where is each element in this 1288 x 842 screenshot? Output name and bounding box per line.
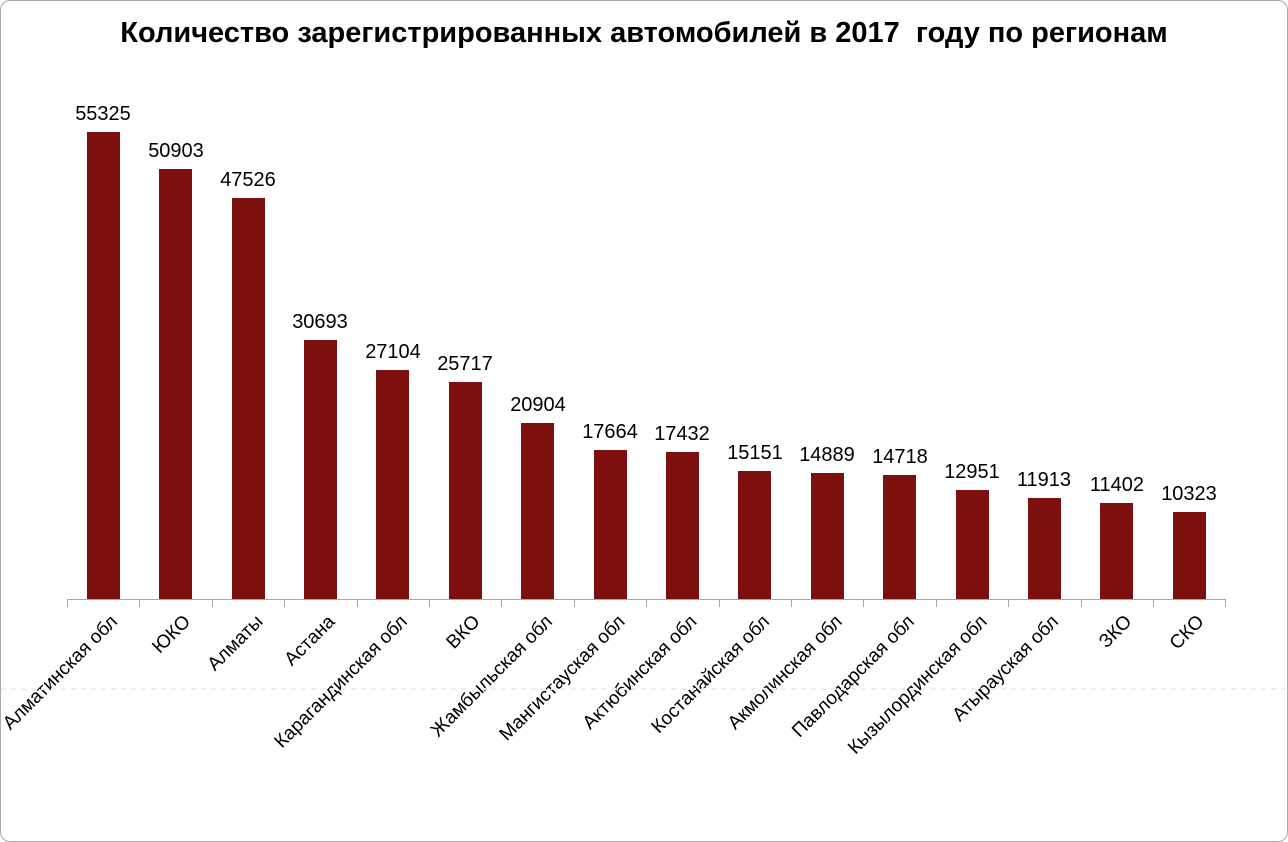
value-label-10: 15151 <box>727 442 783 464</box>
value-label-7: 20904 <box>510 394 566 416</box>
value-label-5: 27104 <box>365 341 421 363</box>
bar-8 <box>594 450 627 599</box>
category-label-6: ВКО <box>442 611 485 654</box>
bar-6 <box>449 382 482 599</box>
x-axis-tick <box>429 599 430 607</box>
x-axis-tick <box>357 599 358 607</box>
x-axis-tick <box>719 599 720 607</box>
value-label-2: 50903 <box>148 140 204 162</box>
value-label-9: 17432 <box>654 423 710 445</box>
category-label-7: Жамбыльская обл <box>427 611 558 742</box>
bar-5 <box>376 370 409 599</box>
value-label-3: 47526 <box>220 169 276 191</box>
bar-11 <box>811 473 844 599</box>
x-axis-tick <box>139 599 140 607</box>
x-axis-tick <box>863 599 864 607</box>
x-axis-tick <box>936 599 937 607</box>
category-label-13: Кызылординская обл <box>843 611 992 759</box>
bar-9 <box>666 452 699 599</box>
x-axis-tick <box>791 599 792 607</box>
value-label-16: 10323 <box>1161 483 1217 505</box>
value-label-1: 55325 <box>75 103 131 125</box>
category-label-12: Павлодарская обл <box>788 611 920 742</box>
category-label-1: Алматинская обл <box>0 611 123 735</box>
bar-13 <box>956 490 989 599</box>
category-label-15: ЗКО <box>1095 611 1137 653</box>
category-label-4: Астана <box>280 611 340 671</box>
bar-16 <box>1173 512 1206 599</box>
x-axis-tick <box>212 599 213 607</box>
chart-title: Количество зарегистрированных автомобиле… <box>120 17 1168 49</box>
bar-15 <box>1100 503 1133 599</box>
bar-3 <box>232 198 265 599</box>
x-axis-tick <box>646 599 647 607</box>
bar-4 <box>304 340 337 599</box>
value-label-13: 12951 <box>944 461 1000 483</box>
x-axis-tick <box>501 599 502 607</box>
bar-7 <box>521 423 554 599</box>
category-label-16: СКО <box>1165 611 1209 654</box>
category-label-2: ЮКО <box>148 611 196 658</box>
value-label-15: 11402 <box>1089 474 1145 496</box>
bar-1 <box>87 132 120 599</box>
x-axis-tick <box>1225 599 1226 607</box>
value-label-8: 17664 <box>582 421 638 443</box>
bar-14 <box>1028 498 1061 599</box>
value-label-4: 30693 <box>292 311 348 333</box>
category-label-5: Карагандинская обл <box>271 611 413 753</box>
dotted-artifact-line <box>1 688 1287 690</box>
value-label-6: 25717 <box>437 353 493 375</box>
value-label-12: 14718 <box>872 446 928 468</box>
x-axis-tick <box>67 599 68 607</box>
bar-10 <box>738 471 771 599</box>
x-axis-tick <box>1081 599 1082 607</box>
category-label-3: Алматы <box>203 611 268 676</box>
x-axis-tick <box>1008 599 1009 607</box>
category-label-8: Мангистауская обл <box>495 611 630 746</box>
value-label-14: 11913 <box>1016 469 1072 491</box>
x-axis-tick <box>284 599 285 607</box>
x-axis-tick <box>1153 599 1154 607</box>
value-label-11: 14889 <box>799 444 855 466</box>
bar-2 <box>159 169 192 599</box>
x-axis-tick <box>574 599 575 607</box>
bar-12 <box>883 475 916 599</box>
